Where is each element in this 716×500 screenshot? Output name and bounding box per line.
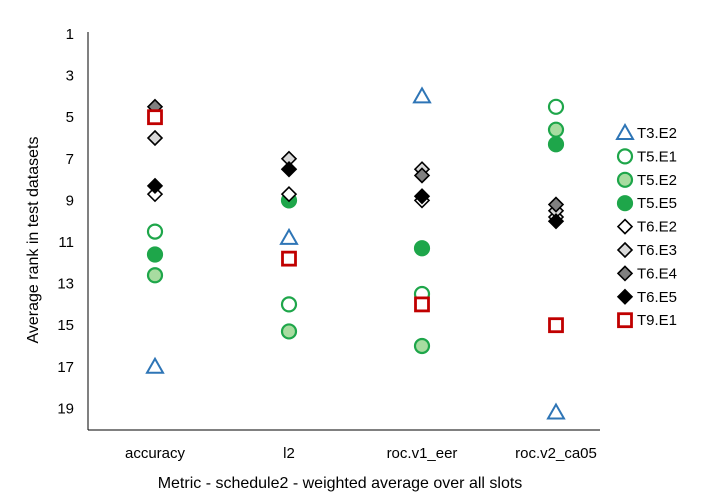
legend-label: T3.E2 xyxy=(637,125,677,142)
data-point xyxy=(413,188,431,205)
legend-marker xyxy=(616,241,634,259)
legend-label: T5.E1 xyxy=(637,148,677,165)
data-point xyxy=(146,129,164,147)
y-axis-title: Average rank in test datasets xyxy=(25,137,42,344)
legend-label: T9.E1 xyxy=(637,312,677,329)
x-tick-label: accuracy xyxy=(125,445,186,462)
y-tick-label: 17 xyxy=(57,359,74,376)
data-point xyxy=(413,240,431,257)
legend-label: T6.E3 xyxy=(637,242,677,259)
legend-label: T6.E4 xyxy=(637,265,677,282)
data-point xyxy=(146,177,164,194)
y-tick-label: 19 xyxy=(57,400,74,417)
legend-item: T6.E2 xyxy=(616,218,677,236)
data-point xyxy=(413,337,431,355)
data-point xyxy=(548,317,564,334)
data-point xyxy=(146,186,164,203)
legend-label: T6.E5 xyxy=(637,289,677,306)
legend-marker xyxy=(616,218,634,235)
legend-marker xyxy=(615,122,635,140)
data-point xyxy=(547,213,565,230)
y-tick-label: 3 xyxy=(66,68,74,85)
data-point xyxy=(547,121,565,138)
x-tick-label: roc.v1_eer xyxy=(387,445,458,462)
data-point xyxy=(547,98,565,115)
data-point xyxy=(413,167,431,184)
data-point xyxy=(145,356,165,374)
y-tick-label: 13 xyxy=(57,276,74,293)
data-point xyxy=(414,296,430,313)
legend-marker xyxy=(616,171,634,188)
axes-layer xyxy=(87,32,600,431)
data-point xyxy=(280,296,298,313)
data-point xyxy=(547,196,565,213)
x-tick-label: l2 xyxy=(283,445,295,462)
data-point xyxy=(280,323,298,340)
x-tick-label: roc.v2_ca05 xyxy=(515,445,597,462)
legend-marker xyxy=(616,288,634,305)
data-point xyxy=(546,402,566,420)
x-tick-labels: accuracy l2 roc.v1_eer roc.v2_ca05 xyxy=(125,445,597,462)
legend-item: T5.E2 xyxy=(616,171,677,189)
legend-item: T6.E4 xyxy=(616,265,677,282)
legend-item: T3.E2 xyxy=(615,122,677,142)
y-tick-label: 15 xyxy=(57,317,74,334)
data-point xyxy=(281,250,297,267)
legend-item: T5.E5 xyxy=(616,195,677,212)
data-point xyxy=(547,136,565,153)
data-points xyxy=(145,86,566,420)
legend-label: T5.E2 xyxy=(637,172,677,189)
data-point xyxy=(280,186,298,203)
data-point xyxy=(147,109,163,126)
data-point xyxy=(412,86,432,104)
legend-marker xyxy=(616,195,634,212)
legend-item: T5.E1 xyxy=(616,148,677,165)
legend-item: T9.E1 xyxy=(617,312,677,329)
y-tick-label: 9 xyxy=(66,192,74,209)
x-axis-title: Metric - schedule2 - weighted average ov… xyxy=(158,475,523,492)
legend-label: T5.E5 xyxy=(637,195,677,212)
data-point xyxy=(279,227,299,245)
legend-marker xyxy=(617,312,633,329)
legend-marker xyxy=(616,148,634,165)
y-tick-label: 5 xyxy=(66,109,74,126)
y-tick-label: 7 xyxy=(66,151,74,168)
legend-item: T6.E3 xyxy=(616,241,677,259)
legend: T3.E2 T5.E1 T5.E2 T5.E5 T6.E2 T6.E3 T6.E4 T6.E5… xyxy=(615,122,677,329)
data-point xyxy=(146,246,164,263)
y-tick-label: 11 xyxy=(58,234,74,251)
data-point xyxy=(146,267,164,284)
legend-marker xyxy=(616,265,634,282)
legend-label: T6.E2 xyxy=(637,219,677,236)
legend-item: T6.E5 xyxy=(616,288,677,306)
y-tick-label: 1 xyxy=(66,26,74,43)
data-point xyxy=(146,223,164,240)
data-point xyxy=(280,161,298,178)
